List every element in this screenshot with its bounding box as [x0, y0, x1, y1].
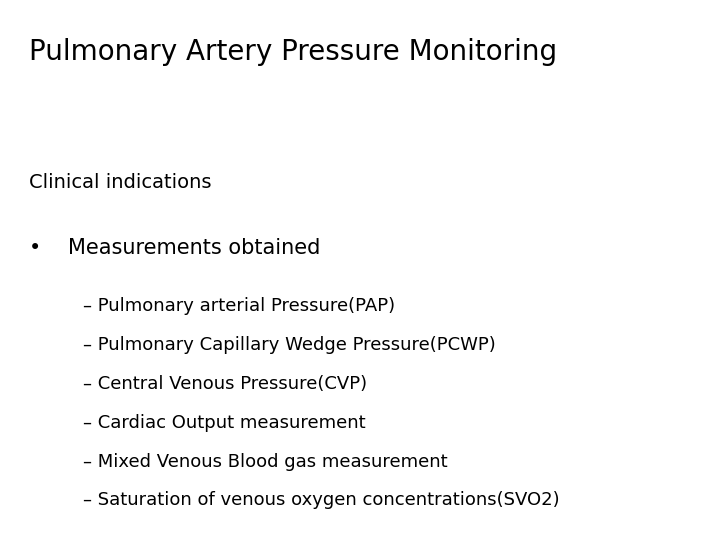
Text: – Saturation of venous oxygen concentrations(SVO2): – Saturation of venous oxygen concentrat…: [83, 491, 559, 509]
Text: Clinical indications: Clinical indications: [29, 173, 211, 192]
Text: Pulmonary Artery Pressure Monitoring: Pulmonary Artery Pressure Monitoring: [29, 38, 557, 66]
Text: Measurements obtained: Measurements obtained: [68, 238, 321, 258]
Text: •: •: [29, 238, 41, 258]
Text: – Cardiac Output measurement: – Cardiac Output measurement: [83, 414, 366, 431]
Text: – Pulmonary arterial Pressure(PAP): – Pulmonary arterial Pressure(PAP): [83, 297, 395, 315]
Text: – Pulmonary Capillary Wedge Pressure(PCWP): – Pulmonary Capillary Wedge Pressure(PCW…: [83, 336, 495, 354]
Text: – Central Venous Pressure(CVP): – Central Venous Pressure(CVP): [83, 375, 367, 393]
Text: – Mixed Venous Blood gas measurement: – Mixed Venous Blood gas measurement: [83, 453, 447, 470]
